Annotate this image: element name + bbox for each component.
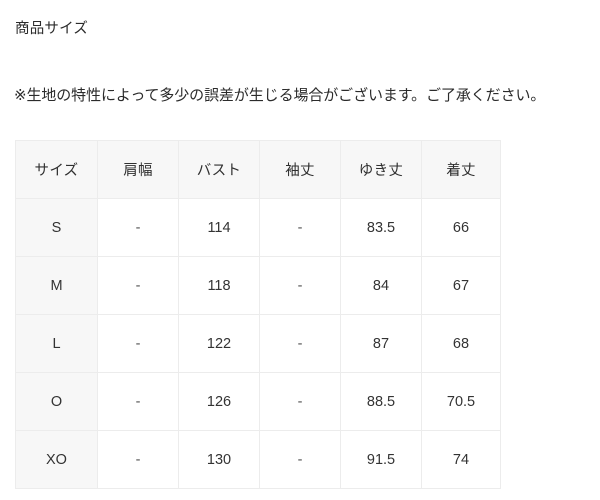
cell-bust: 130 [178, 430, 260, 489]
product-size-table: サイズ 肩幅 バスト 袖丈 ゆき丈 着丈 S - 114 - 83.5 66 [15, 140, 501, 489]
column-header-size: サイズ [15, 140, 98, 199]
cell-shoulder: - [97, 256, 179, 315]
column-header-sleeve: 袖丈 [259, 140, 341, 199]
table-row: M - 118 - 84 67 [15, 256, 501, 315]
disclaimer-note: ※生地の特性によって多少の誤差が生じる場合がございます。ご了承ください。 [14, 87, 546, 104]
cell-bust: 122 [178, 314, 260, 373]
cell-size: XO [15, 430, 98, 489]
column-header-bust: バスト [178, 140, 260, 199]
table-row: S - 114 - 83.5 66 [15, 198, 501, 257]
table-header-row: サイズ 肩幅 バスト 袖丈 ゆき丈 着丈 [15, 140, 501, 199]
table-row: XO - 130 - 91.5 74 [15, 430, 501, 489]
cell-length: 68 [421, 314, 501, 373]
cell-sleeve: - [259, 198, 341, 257]
cell-length: 74 [421, 430, 501, 489]
cell-yukitake: 91.5 [340, 430, 422, 489]
cell-shoulder: - [97, 314, 179, 373]
cell-length: 67 [421, 256, 501, 315]
cell-sleeve: - [259, 314, 341, 373]
cell-bust: 118 [178, 256, 260, 315]
table-header: サイズ 肩幅 バスト 袖丈 ゆき丈 着丈 [15, 140, 501, 199]
cell-sleeve: - [259, 430, 341, 489]
size-table-container: サイズ 肩幅 バスト 袖丈 ゆき丈 着丈 S - 114 - 83.5 66 [15, 140, 501, 489]
cell-length: 66 [421, 198, 501, 257]
cell-size: M [15, 256, 98, 315]
cell-shoulder: - [97, 372, 179, 431]
cell-yukitake: 84 [340, 256, 422, 315]
cell-size: L [15, 314, 98, 373]
table-row: O - 126 - 88.5 70.5 [15, 372, 501, 431]
cell-sleeve: - [259, 256, 341, 315]
column-header-yukitake: ゆき丈 [340, 140, 422, 199]
cell-shoulder: - [97, 198, 179, 257]
cell-bust: 126 [178, 372, 260, 431]
cell-yukitake: 88.5 [340, 372, 422, 431]
cell-length: 70.5 [421, 372, 501, 431]
table-row: L - 122 - 87 68 [15, 314, 501, 373]
cell-size: O [15, 372, 98, 431]
cell-bust: 114 [178, 198, 260, 257]
cell-sleeve: - [259, 372, 341, 431]
table-body: S - 114 - 83.5 66 M - 118 - 84 67 L [15, 198, 501, 489]
page-title: 商品サイズ [15, 21, 89, 37]
cell-yukitake: 87 [340, 314, 422, 373]
cell-size: S [15, 198, 98, 257]
cell-shoulder: - [97, 430, 179, 489]
cell-yukitake: 83.5 [340, 198, 422, 257]
column-header-shoulder: 肩幅 [97, 140, 179, 199]
column-header-length: 着丈 [421, 140, 501, 199]
